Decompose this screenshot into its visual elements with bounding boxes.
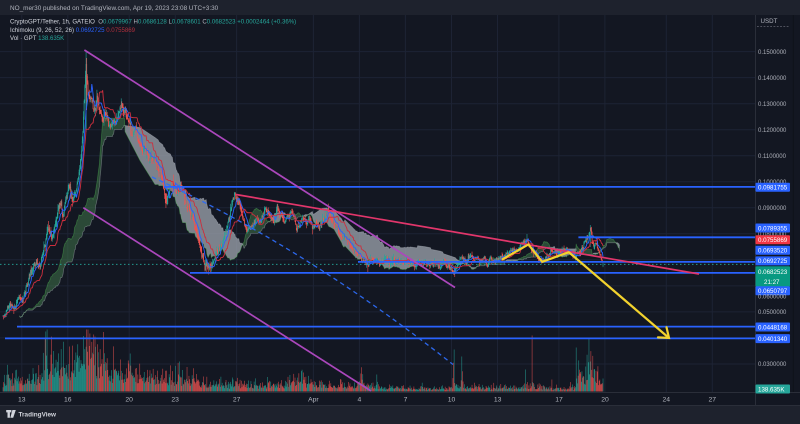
svg-text:27: 27 (709, 397, 717, 404)
svg-text:NO_mer30 published on TradingV: NO_mer30 published on TradingView.com, A… (10, 5, 219, 12)
svg-text:0.0650797: 0.0650797 (758, 288, 788, 295)
svg-text:0.0900000: 0.0900000 (758, 206, 787, 212)
svg-text:13: 13 (494, 397, 502, 404)
svg-text:0.1500000: 0.1500000 (758, 50, 787, 56)
svg-text:0.0755869: 0.0755869 (758, 237, 788, 244)
svg-text:CryptoGPT/Tether, 1h, GATEIO: CryptoGPT/Tether, 1h, GATEIO O0.0679967 … (10, 18, 296, 25)
svg-text:138.635K: 138.635K (758, 386, 785, 393)
svg-text:0.1100000: 0.1100000 (758, 154, 787, 160)
svg-text:21:27: 21:27 (764, 279, 780, 286)
svg-text:0.0682523: 0.0682523 (758, 269, 788, 276)
svg-text:7: 7 (404, 397, 408, 404)
svg-text:Ichimoku (9, 26, 52, 26) 0.069: Ichimoku (9, 26, 52, 26) 0.0692725 0.075… (10, 27, 136, 34)
svg-text:20: 20 (125, 397, 133, 404)
svg-text:0.0981755: 0.0981755 (758, 185, 788, 192)
svg-text:0.0693520: 0.0693520 (758, 248, 788, 255)
svg-text:0.0500000: 0.0500000 (758, 310, 787, 316)
svg-text:USDT: USDT (761, 18, 778, 25)
svg-text:0.1300000: 0.1300000 (758, 102, 787, 108)
svg-text:4: 4 (358, 397, 362, 404)
svg-text:0.0800000: 0.0800000 (758, 232, 787, 238)
svg-text:27: 27 (233, 397, 241, 404)
svg-text:0.0789355: 0.0789355 (758, 225, 788, 232)
svg-text:13: 13 (18, 397, 26, 404)
svg-text:0.1200000: 0.1200000 (758, 128, 787, 134)
svg-text:Vol · GPT 138.635K: Vol · GPT 138.635K (10, 35, 64, 42)
svg-text:0.0448168: 0.0448168 (758, 324, 788, 331)
svg-text:24: 24 (663, 397, 671, 404)
svg-text:0.0401340: 0.0401340 (758, 336, 788, 343)
svg-text:16: 16 (64, 397, 72, 404)
svg-text:0.0692725: 0.0692725 (758, 258, 788, 265)
svg-text:20: 20 (601, 397, 609, 404)
svg-text:23: 23 (171, 397, 179, 404)
svg-text:10: 10 (448, 397, 456, 404)
svg-text:0.0300000: 0.0300000 (758, 362, 787, 368)
svg-text:0.1400000: 0.1400000 (758, 76, 787, 82)
svg-text:Apr: Apr (308, 397, 319, 404)
svg-text:TradingView: TradingView (19, 412, 57, 419)
svg-text:0.0600000: 0.0600000 (758, 295, 787, 301)
svg-text:17: 17 (555, 397, 563, 404)
